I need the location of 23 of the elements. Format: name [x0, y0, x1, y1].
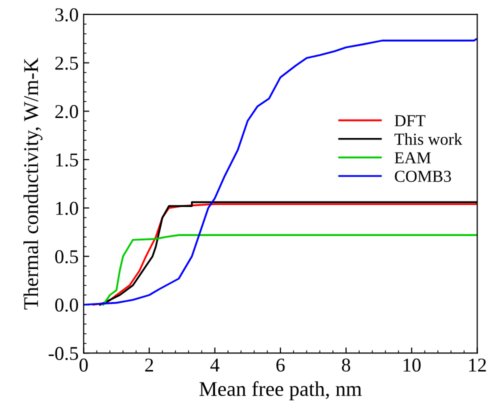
x-tick-label: 4 — [210, 358, 220, 372]
x-tick-label: 6 — [276, 358, 285, 372]
y-axis-title: Thermal conductivity, W/m-K — [23, 58, 42, 310]
y-tick-label: 2.5 — [55, 56, 78, 70]
y-tick-label: 3.0 — [55, 8, 78, 22]
legend-label: EAM — [394, 152, 431, 164]
line-series — [102, 234, 478, 306]
y-tick-label: 1.5 — [56, 154, 78, 167]
legend-label: DFT — [394, 115, 426, 126]
y-tick-label: 2.0 — [55, 105, 78, 118]
x-tick-label: 10 — [404, 358, 421, 372]
x-axis-title: Mean free path, nm — [199, 381, 362, 400]
y-tick-label: 1.0 — [56, 202, 78, 215]
x-tick-label: 12 — [469, 358, 486, 372]
x-tick-label: 2 — [145, 358, 154, 372]
legend-label: This work — [394, 133, 462, 145]
y-tick-label: 0.5 — [55, 250, 78, 264]
y-tick-label: -0.5 — [48, 346, 78, 360]
x-tick-label: 8 — [342, 358, 350, 372]
y-tick-label: 0.0 — [55, 298, 78, 312]
legend-label: COMB3 — [394, 170, 451, 182]
line-series — [84, 38, 478, 306]
x-tick-label: 0 — [80, 358, 88, 372]
